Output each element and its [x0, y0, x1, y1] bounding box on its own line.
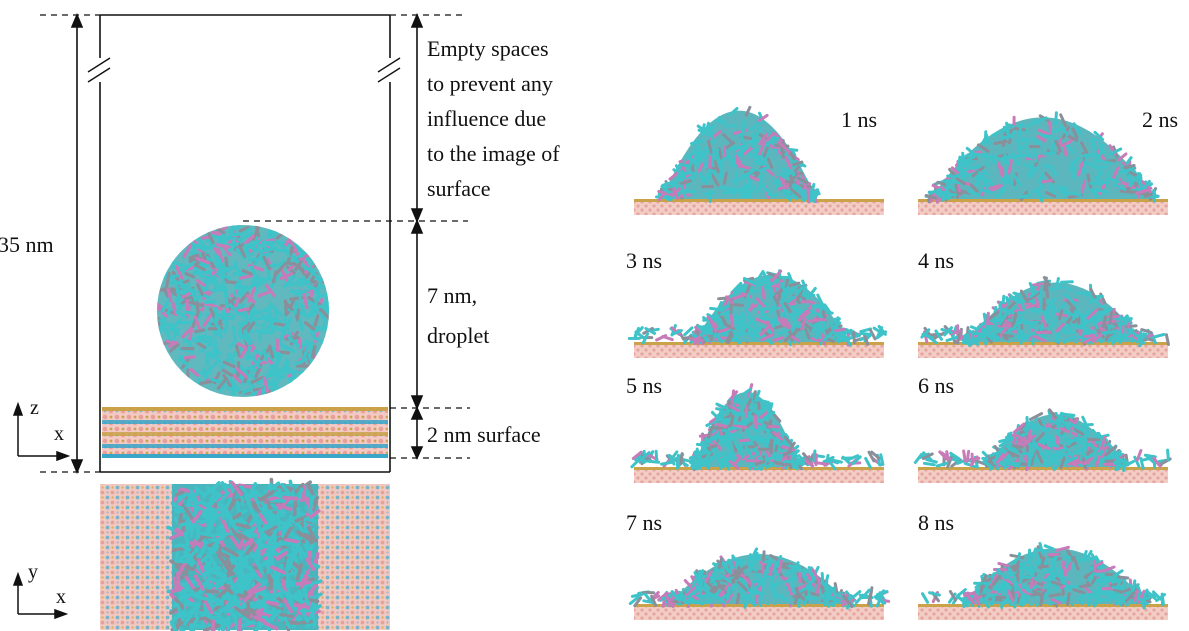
- snapshot-panel: 5 ns: [626, 373, 885, 483]
- axis-x-label-top: x: [56, 586, 66, 608]
- snapshot-time-label: 1 ns: [841, 107, 877, 132]
- axis-break-right: [377, 57, 401, 83]
- axis-z-label: z: [30, 397, 39, 419]
- snapshot-surface: [634, 201, 884, 215]
- surface-thickness-label: 2 nm surface: [427, 422, 541, 447]
- axis-indicator-yx: [12, 571, 69, 620]
- snapshot-time-label: 2 ns: [1142, 107, 1178, 132]
- snapshot-panel: 1 ns: [634, 105, 884, 215]
- axis-x-label-side: x: [54, 423, 64, 445]
- snapshot-surface: [918, 201, 1168, 215]
- total-height-label: 35 nm: [0, 232, 54, 257]
- snapshot-surface: [634, 344, 884, 358]
- snapshot-panel: 3 ns: [626, 248, 887, 358]
- surface-slab-side: [102, 407, 388, 458]
- snapshot-surface: [634, 606, 884, 620]
- snapshot-surface: [918, 606, 1168, 620]
- axis-y-label: y: [28, 561, 38, 583]
- snapshot-time-label: 5 ns: [626, 373, 662, 398]
- dashed-guides: [40, 14, 470, 473]
- dimension-arrows: [70, 12, 424, 475]
- dimension-labels: 35 nm Empty spaces to prevent any influe…: [0, 36, 565, 447]
- snapshot-time-label: 6 ns: [918, 373, 954, 398]
- snapshot-panel: 6 ns: [913, 373, 1172, 483]
- snapshot-panel: 8 ns: [918, 510, 1168, 620]
- snapshot-surface: [918, 469, 1168, 483]
- snapshot-panel: 2 ns: [918, 107, 1178, 215]
- droplet: [157, 225, 329, 397]
- snapshot-time-label: 4 ns: [918, 248, 954, 273]
- snapshot-surface: [918, 344, 1168, 358]
- snapshot-panel: 4 ns: [918, 248, 1170, 358]
- snapshot-time-label: 8 ns: [918, 510, 954, 535]
- axis-indicator-zx: [12, 401, 71, 462]
- simulation-box-side-view: [87, 14, 401, 473]
- simulation-box-top-view: [100, 477, 390, 631]
- snapshot-time-label: 7 ns: [626, 510, 662, 535]
- snapshot-time-label: 3 ns: [626, 248, 662, 273]
- axis-break-left: [87, 57, 111, 83]
- snapshot-grid: 1 ns 2 ns 3 ns 4 ns 5 ns 6 ns 7 ns 8 ns: [626, 105, 1178, 620]
- snapshot-surface: [634, 469, 884, 483]
- snapshot-panel: 7 ns: [626, 510, 891, 620]
- droplet-size-label: 7 nm, droplet: [427, 283, 489, 348]
- empty-space-label: Empty spaces to prevent any influence du…: [427, 36, 565, 201]
